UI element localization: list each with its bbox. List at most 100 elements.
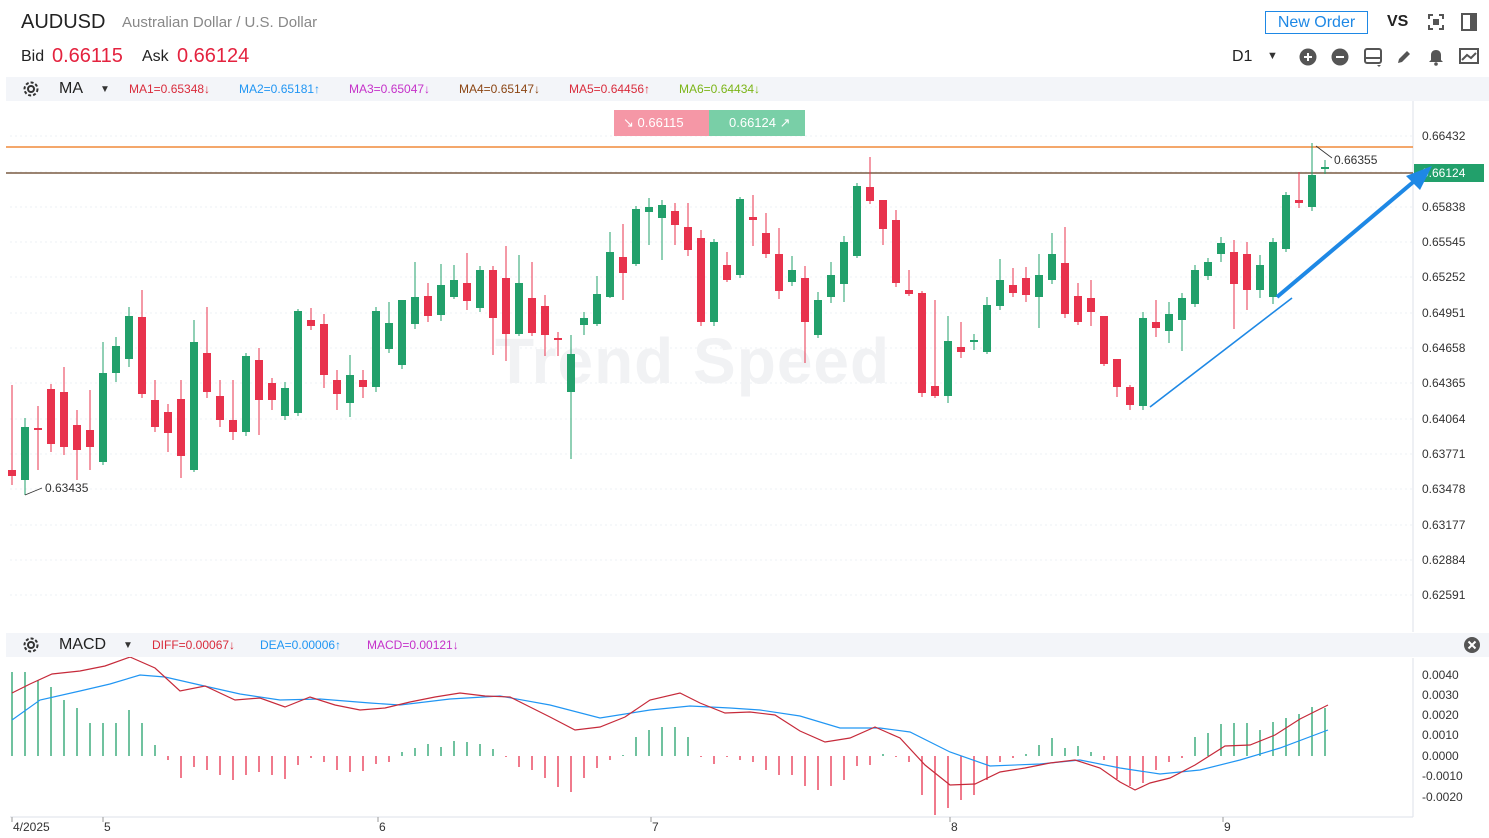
diff-line — [11, 656, 1329, 791]
candle-down — [619, 257, 627, 273]
candle-up — [450, 280, 458, 297]
candle-up — [1191, 270, 1199, 304]
candle-up — [1165, 314, 1173, 331]
sell-price: 0.66115 — [637, 115, 684, 130]
candle-up — [21, 427, 29, 480]
bell-icon[interactable] — [1427, 48, 1445, 66]
trend-arrow — [1275, 176, 1420, 299]
macd-tick-label: 0.0040 — [1422, 668, 1459, 682]
macd-tick-label: 0.0030 — [1422, 688, 1459, 702]
zoom-out-icon[interactable] — [1331, 48, 1349, 66]
ma6-value: MA6=0.64434↓ — [679, 82, 761, 96]
screenshot-icon[interactable] — [1459, 48, 1479, 66]
close-icon[interactable] — [1463, 636, 1481, 654]
chevron-down-icon[interactable]: ▼ — [123, 640, 133, 651]
candle-down — [47, 389, 55, 444]
header: AUDUSD Australian Dollar / U.S. Dollar B… — [0, 0, 1489, 76]
buy-price: 0.66124 — [729, 115, 776, 130]
ask-label: Ask — [142, 48, 169, 65]
vs-button[interactable]: VS — [1387, 13, 1409, 30]
candle-down — [801, 278, 809, 322]
zoom-in-icon[interactable] — [1299, 48, 1317, 66]
ask-value: 0.66124 — [177, 45, 250, 67]
ma3-value: MA3=0.65047↓ — [349, 82, 431, 96]
candle-up — [437, 285, 445, 315]
candle-down — [1100, 316, 1108, 364]
pencil-icon[interactable] — [1395, 48, 1413, 66]
expand-icon[interactable] — [1427, 13, 1445, 31]
candle-up — [385, 323, 393, 349]
price-tick-label: 0.63478 — [1422, 482, 1466, 496]
price-tick-label: 0.64951 — [1422, 306, 1466, 320]
sell-price-box[interactable]: ↘ 0.66115 — [614, 110, 709, 136]
candle-down — [138, 317, 146, 394]
macd-tick-label: 0.0000 — [1422, 749, 1459, 763]
candle-down — [1087, 298, 1095, 312]
candle-down — [892, 220, 900, 283]
candle-up — [398, 300, 406, 365]
candle-up — [827, 275, 835, 297]
candle-down — [320, 324, 328, 375]
candle-up — [567, 354, 575, 392]
macd-tick-label: 0.0020 — [1422, 708, 1459, 722]
candle-up — [1282, 195, 1290, 249]
ma-indicator-bar: MA ▼ MA1=0.65348↓ MA2=0.65181↑ MA3=0.650… — [6, 77, 1489, 101]
macd-indicator-name[interactable]: MACD — [59, 636, 107, 653]
price-tick-label: 0.64064 — [1422, 412, 1466, 426]
candle-down — [723, 265, 731, 280]
candle-up — [1035, 275, 1043, 297]
candle-up — [1178, 298, 1186, 320]
candle-down — [528, 298, 536, 333]
current-price-tag-label: 0.66124 — [1422, 166, 1466, 180]
gear-icon[interactable] — [22, 80, 40, 98]
macd-tick-label: -0.0010 — [1422, 769, 1463, 783]
candle-up — [970, 340, 978, 342]
period-select[interactable]: D1 — [1232, 48, 1253, 65]
layout-icon[interactable] — [1363, 47, 1383, 67]
candle-down — [762, 233, 770, 254]
candle-up — [281, 388, 289, 416]
macd-indicator-bar: MACD ▼ DIFF=0.00067↓ DEA=0.00006↑ MACD=0… — [6, 633, 1489, 657]
candle-up — [580, 318, 588, 325]
chevron-down-icon[interactable]: ▼ — [1267, 50, 1278, 62]
price-tick-label: 0.63771 — [1422, 447, 1466, 461]
high-marker-line — [1315, 145, 1333, 159]
price-tick-label: 0.62591 — [1422, 588, 1466, 602]
candle-down — [1022, 278, 1030, 295]
panel-icon[interactable] — [1460, 13, 1478, 31]
candle-up — [1204, 262, 1212, 276]
gear-icon[interactable] — [22, 636, 40, 654]
candle-down — [60, 392, 68, 447]
candle-up — [944, 341, 952, 396]
price-tick-label: 0.66432 — [1422, 129, 1466, 143]
x-axis-label: 4/2025 — [13, 820, 50, 834]
ma-indicator-name[interactable]: MA — [59, 80, 83, 97]
candle-down — [86, 430, 94, 447]
candle-up — [840, 242, 848, 284]
x-axis-label: 8 — [951, 820, 958, 834]
candle-down — [307, 320, 315, 326]
x-axis-label: 7 — [652, 820, 659, 834]
bid-value: 0.66115 — [52, 45, 123, 67]
candle-down — [879, 200, 887, 229]
current-price-tag — [1414, 164, 1484, 182]
candle-down — [1295, 200, 1303, 203]
price-tick-label: 0.64365 — [1422, 376, 1466, 390]
low-label: 0.63435 — [45, 481, 89, 495]
candle-down — [1243, 254, 1251, 290]
chevron-down-icon[interactable]: ▼ — [100, 84, 110, 95]
candle-down — [216, 396, 224, 420]
candle-down — [229, 420, 237, 432]
buy-price-box[interactable]: 0.66124 ↗ — [709, 110, 805, 136]
candle-down — [554, 338, 562, 340]
candle-up — [515, 283, 523, 334]
diff-value: DIFF=0.00067↓ — [152, 638, 236, 652]
ma1-value: MA1=0.65348↓ — [129, 82, 211, 96]
price-tick-label: 0.64658 — [1422, 341, 1466, 355]
price-tick-label: 0.62884 — [1422, 553, 1466, 567]
candle-up — [814, 300, 822, 335]
candle-up — [125, 316, 133, 359]
new-order-button[interactable]: New Order — [1265, 11, 1368, 34]
candle-down — [203, 353, 211, 392]
